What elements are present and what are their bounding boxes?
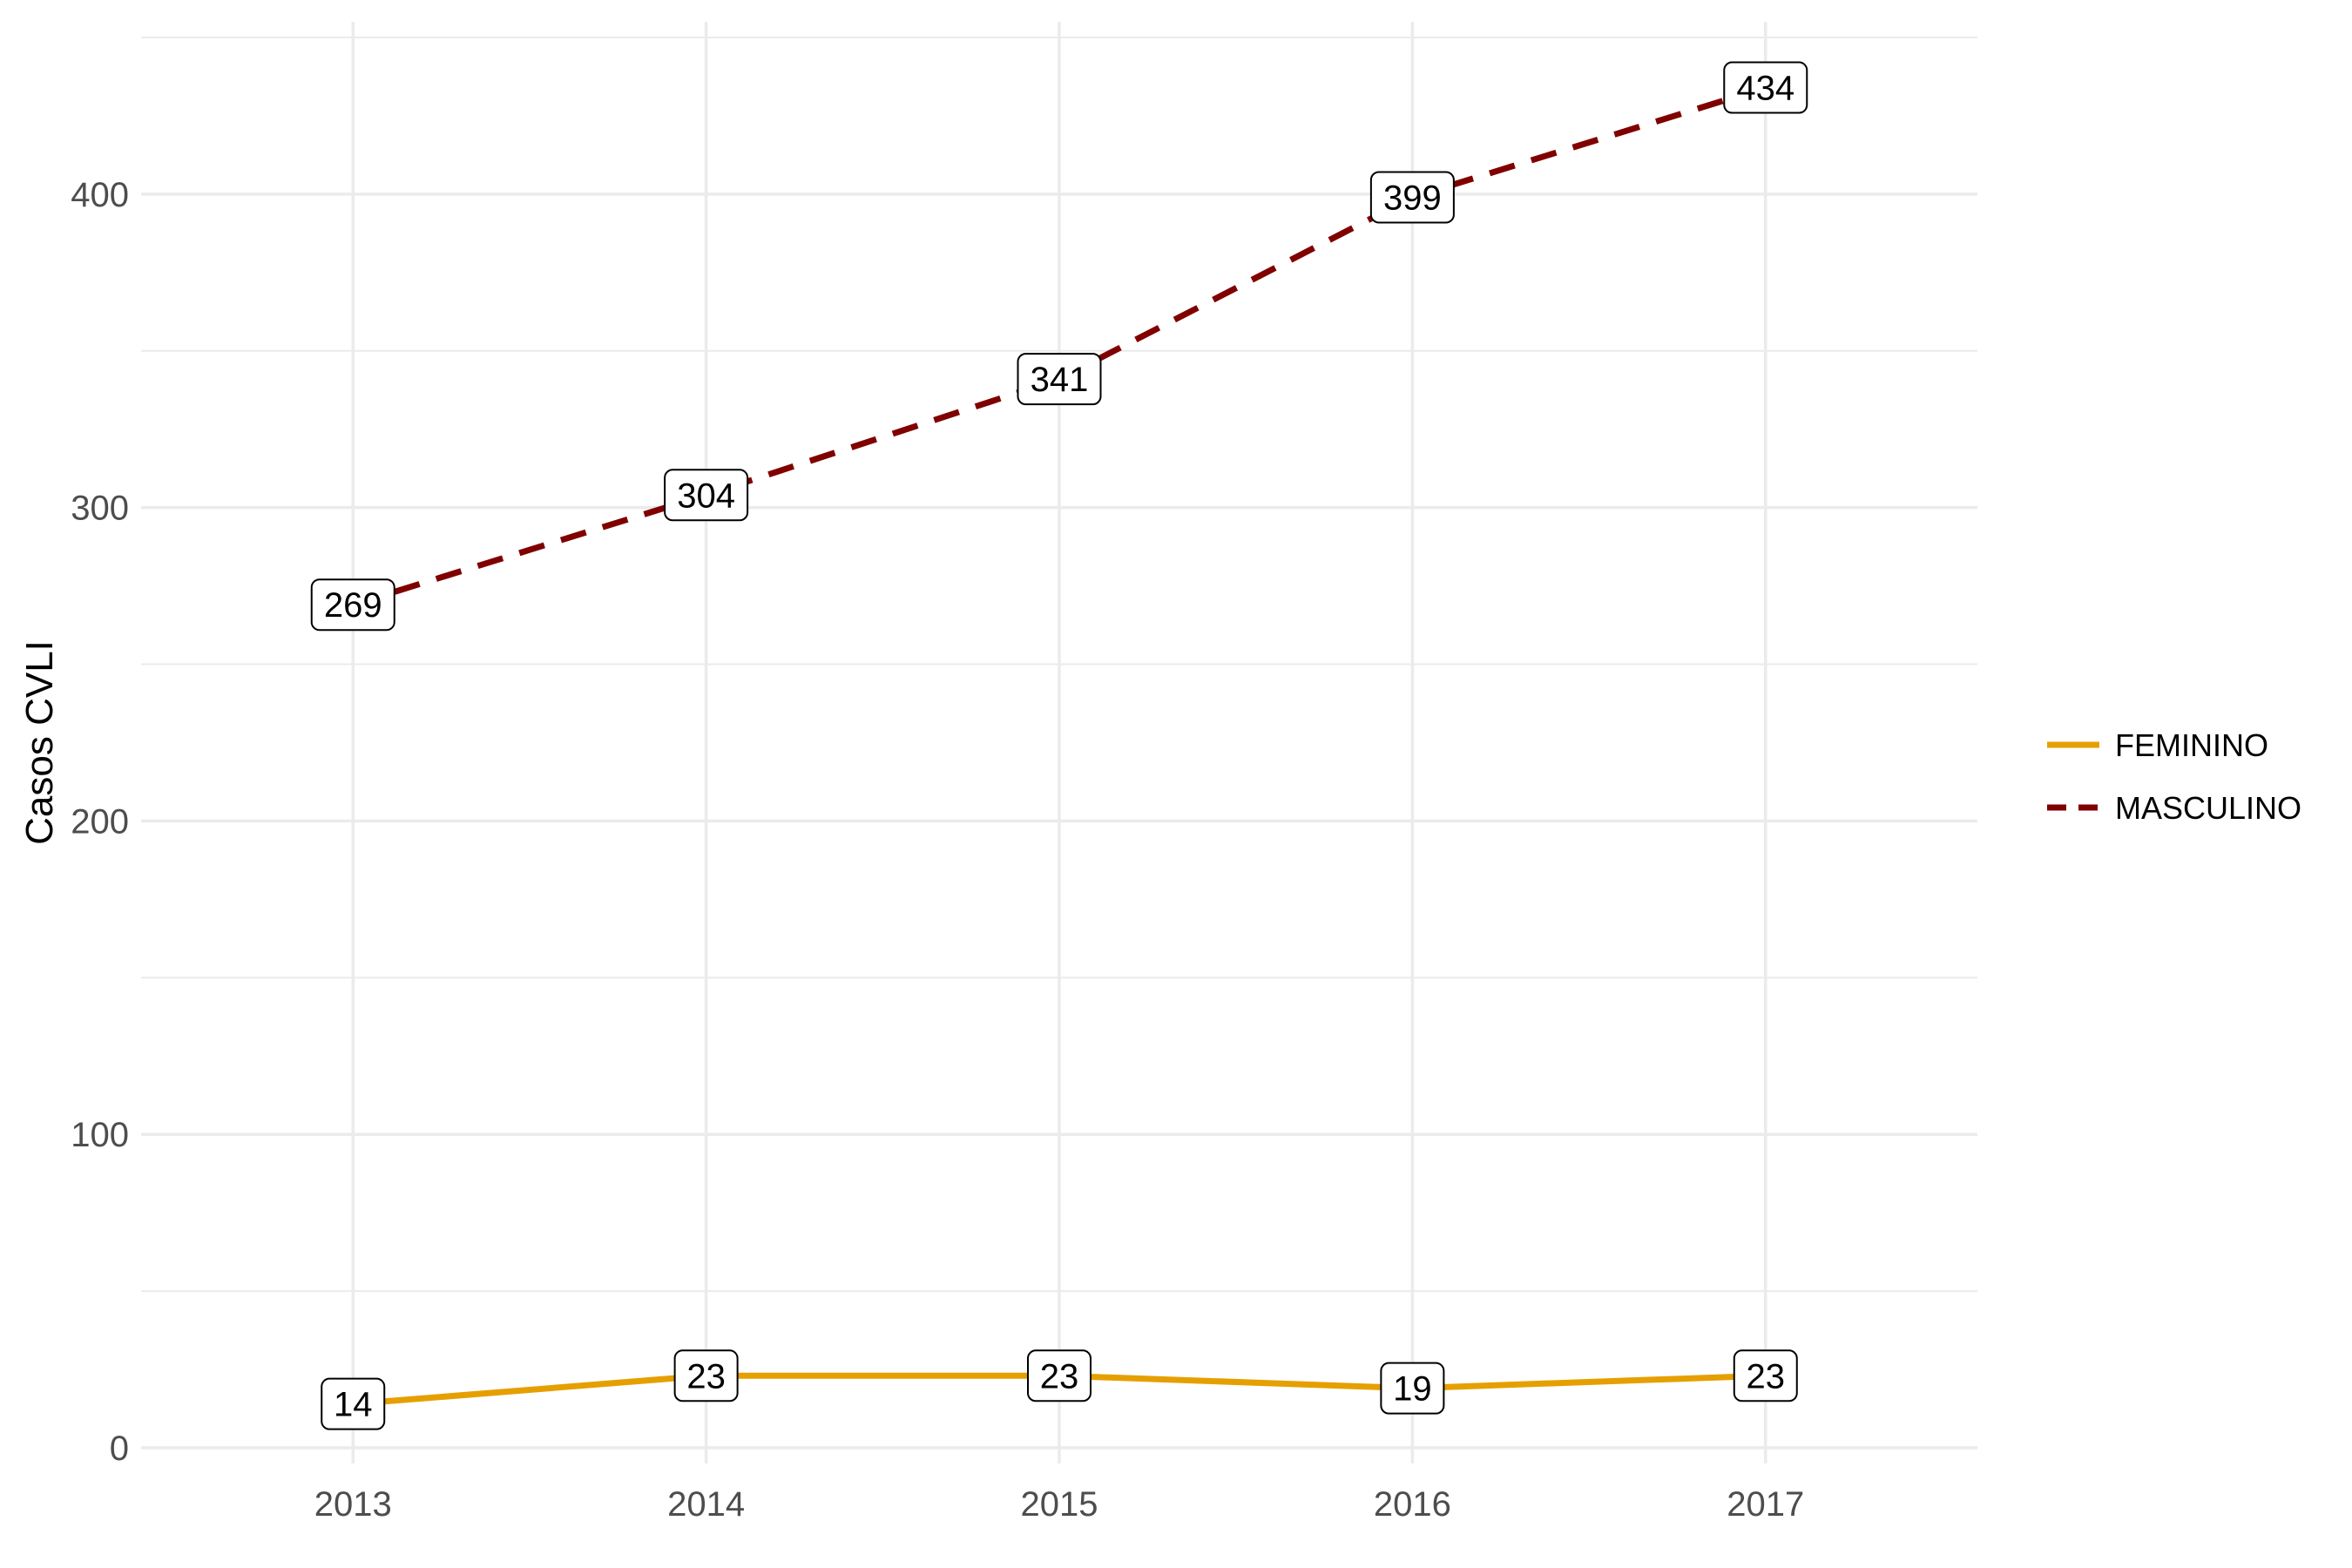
data-label-box bbox=[664, 469, 749, 522]
y-tick-label: 0 bbox=[110, 1429, 129, 1468]
legend-item-feminino: FEMININO bbox=[2047, 727, 2268, 763]
x-tick-label: 2016 bbox=[1374, 1485, 1451, 1524]
data-label-box bbox=[310, 578, 395, 632]
data-label-box bbox=[1723, 61, 1808, 114]
data-label-box bbox=[1380, 1362, 1445, 1415]
data-label-value: 399 bbox=[1383, 179, 1442, 217]
y-tick-label: 200 bbox=[71, 802, 129, 841]
data-label-box bbox=[1027, 1349, 1092, 1402]
data-label: 399 bbox=[1369, 171, 1455, 224]
data-label-value: 19 bbox=[1393, 1370, 1432, 1409]
data-label-value: 14 bbox=[334, 1386, 373, 1424]
data-label-value: 341 bbox=[1031, 361, 1089, 399]
y-tick-label: 400 bbox=[71, 176, 129, 214]
legend-item-masculino: MASCULINO bbox=[2047, 790, 2301, 826]
data-label-box bbox=[673, 1349, 739, 1402]
y-tick-label: 100 bbox=[71, 1116, 129, 1154]
x-tick-label: 2014 bbox=[667, 1485, 745, 1524]
data-label-box bbox=[1733, 1349, 1798, 1402]
y-tick-label: 300 bbox=[71, 490, 129, 528]
x-tick-label: 2013 bbox=[314, 1485, 392, 1524]
data-label-value: 23 bbox=[1040, 1357, 1079, 1396]
data-label: 341 bbox=[1017, 353, 1102, 406]
data-label-value: 269 bbox=[324, 586, 382, 625]
x-tick-label: 2017 bbox=[1727, 1485, 1804, 1524]
data-label: 434 bbox=[1723, 61, 1808, 114]
x-tick-label: 2015 bbox=[1021, 1485, 1098, 1524]
data-label: 14 bbox=[321, 1377, 386, 1430]
legend: FEMININO MASCULINO bbox=[2047, 727, 2301, 826]
data-label-value: 23 bbox=[686, 1357, 726, 1396]
data-label: 23 bbox=[1027, 1349, 1092, 1402]
legend-label: FEMININO bbox=[2115, 727, 2268, 763]
data-label: 23 bbox=[1733, 1349, 1798, 1402]
data-label: 23 bbox=[673, 1349, 739, 1402]
legend-label: MASCULINO bbox=[2115, 790, 2301, 826]
data-label-value: 434 bbox=[1736, 70, 1794, 108]
data-label: 304 bbox=[664, 469, 749, 522]
data-label-box bbox=[321, 1377, 386, 1430]
axis-layer: 0 100 200 300 400 2013 2014 2015 2016 2017 bbox=[71, 176, 1804, 1524]
data-label: 269 bbox=[310, 578, 395, 632]
data-label: 19 bbox=[1380, 1362, 1445, 1415]
data-label-box bbox=[1017, 353, 1102, 406]
data-label-box bbox=[1369, 171, 1455, 224]
data-labels: 14 23 23 19 23 269 304 341 399 434 bbox=[310, 61, 1808, 1430]
grid-layer bbox=[141, 22, 1977, 1463]
data-label-value: 304 bbox=[677, 476, 735, 515]
y-axis-title: Casos CVLI bbox=[18, 640, 61, 845]
data-label-value: 23 bbox=[1747, 1357, 1786, 1396]
